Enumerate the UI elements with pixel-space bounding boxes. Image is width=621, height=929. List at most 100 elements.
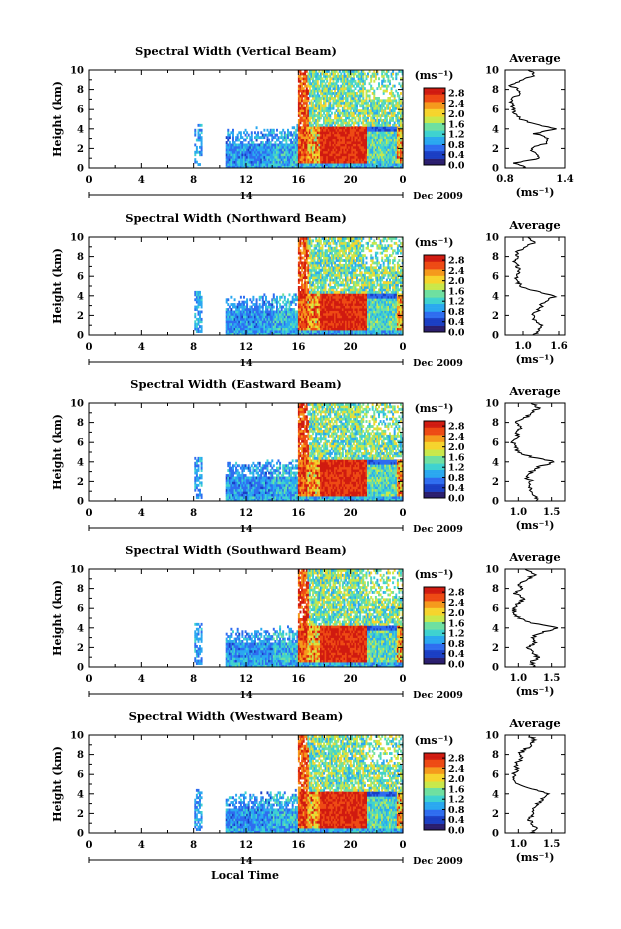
heatmap-cell <box>305 153 308 157</box>
heatmap-cell <box>230 143 233 147</box>
heatmap-cell <box>243 163 245 166</box>
heatmap-cell <box>302 87 305 91</box>
heatmap-cell <box>301 126 304 130</box>
heatmap-cell <box>304 165 307 169</box>
heatmap-cell <box>315 94 318 98</box>
heatmap-cell <box>232 150 234 154</box>
heatmap-cell <box>244 133 247 137</box>
heatmap-cell <box>199 150 201 154</box>
heatmap-cell <box>254 160 256 164</box>
heatmap-cell <box>304 101 307 105</box>
heatmap-cell <box>305 155 308 159</box>
heatmap-cell <box>398 94 401 98</box>
heatmap-cell <box>228 163 231 166</box>
heatmap-cell <box>324 281 327 284</box>
heatmap-cell <box>294 163 297 166</box>
heatmap-cell <box>296 128 299 132</box>
heatmap-cell <box>249 138 252 142</box>
heatmap-cell <box>199 163 201 166</box>
heatmap-cell <box>307 74 310 78</box>
heatmap-cell <box>301 119 304 122</box>
heatmap-cell <box>378 77 380 81</box>
colorbar-tick-label: 2.4 <box>448 99 465 110</box>
heatmap <box>194 70 404 169</box>
heatmap-cell <box>247 153 250 157</box>
heatmap-cell <box>293 145 296 149</box>
heatmap-cell <box>294 148 297 152</box>
heatmap-cell <box>272 136 275 140</box>
heatmap-cell <box>197 123 200 127</box>
heatmap-cell <box>243 155 245 159</box>
heatmap-cell <box>236 133 239 137</box>
heatmap-cell <box>269 165 272 169</box>
heatmap-cell <box>227 158 230 162</box>
average-y-tick-label: 4 <box>492 124 499 135</box>
heatmap-cell <box>263 145 266 149</box>
heatmap-cell <box>313 94 316 98</box>
heatmap-cell <box>307 72 310 76</box>
heatmap-cell <box>247 165 250 169</box>
heatmap-cell <box>310 158 313 162</box>
heatmap-cell <box>299 165 302 169</box>
heatmap-cell <box>255 160 258 164</box>
heatmap-cell <box>337 79 340 83</box>
heatmap-cell <box>387 104 390 108</box>
heatmap-cell <box>246 155 249 159</box>
heatmap-cell <box>271 155 274 159</box>
heatmap-cell <box>276 143 278 147</box>
heatmap-cell <box>290 160 293 164</box>
heatmap-cell <box>312 153 315 157</box>
heatmap-cell <box>243 150 245 154</box>
heatmap-cell <box>384 79 387 83</box>
heatmap-cell <box>200 153 203 157</box>
heatmap-cell <box>326 79 329 83</box>
heatmap-cell <box>308 116 311 120</box>
heatmap-cell <box>296 126 299 130</box>
heatmap-cell <box>315 246 318 250</box>
heatmap-cell <box>271 131 274 135</box>
heatmap-cell <box>232 133 234 137</box>
heatmap-cell <box>293 131 296 135</box>
heatmap-cell <box>302 82 305 86</box>
heatmap-cell <box>297 97 300 100</box>
heatmap-cell <box>232 160 234 164</box>
heatmap-cell <box>261 158 264 162</box>
heatmap-cell <box>307 111 310 115</box>
heatmap-cell <box>254 153 256 157</box>
heatmap-cell <box>235 138 238 142</box>
heatmap-cell <box>305 165 308 169</box>
heatmap-cell <box>297 123 300 127</box>
heatmap-cell <box>393 94 396 98</box>
heatmap-cell <box>282 148 285 152</box>
heatmap-cell <box>301 82 304 86</box>
heatmap-cell <box>258 145 261 149</box>
heatmap-cell <box>274 145 277 149</box>
heatmap-cell <box>307 143 310 147</box>
heatmap-cell <box>291 155 294 159</box>
heatmap-cell <box>301 84 304 88</box>
heatmap-cell <box>194 143 197 147</box>
heatmap-cell <box>236 145 239 149</box>
heatmap-cell <box>291 153 294 157</box>
heatmap-cell <box>235 165 238 169</box>
heatmap-cell <box>239 165 242 169</box>
heatmap-cell <box>315 87 318 91</box>
x-tick-label: 0 <box>86 175 93 186</box>
panel-0: Spectral Width (Vertical Beam)0246810Hei… <box>51 44 574 202</box>
heatmap-cell <box>290 150 293 154</box>
heatmap-cell <box>307 82 310 86</box>
colorbar-tick-label: 0.8 <box>448 140 465 151</box>
heatmap-cell <box>313 121 316 125</box>
heatmap-cell <box>370 79 373 83</box>
heatmap-cell <box>310 141 313 144</box>
heatmap-cell <box>200 148 203 152</box>
heatmap-cell <box>194 158 197 162</box>
x-tick-label: 12 <box>239 175 253 186</box>
heatmap-cell <box>304 126 307 130</box>
heatmap-cell <box>294 131 297 135</box>
heatmap-cell <box>308 163 311 166</box>
heatmap-cell <box>315 99 318 103</box>
heatmap-cell <box>233 155 236 159</box>
heatmap-cell <box>290 131 293 135</box>
